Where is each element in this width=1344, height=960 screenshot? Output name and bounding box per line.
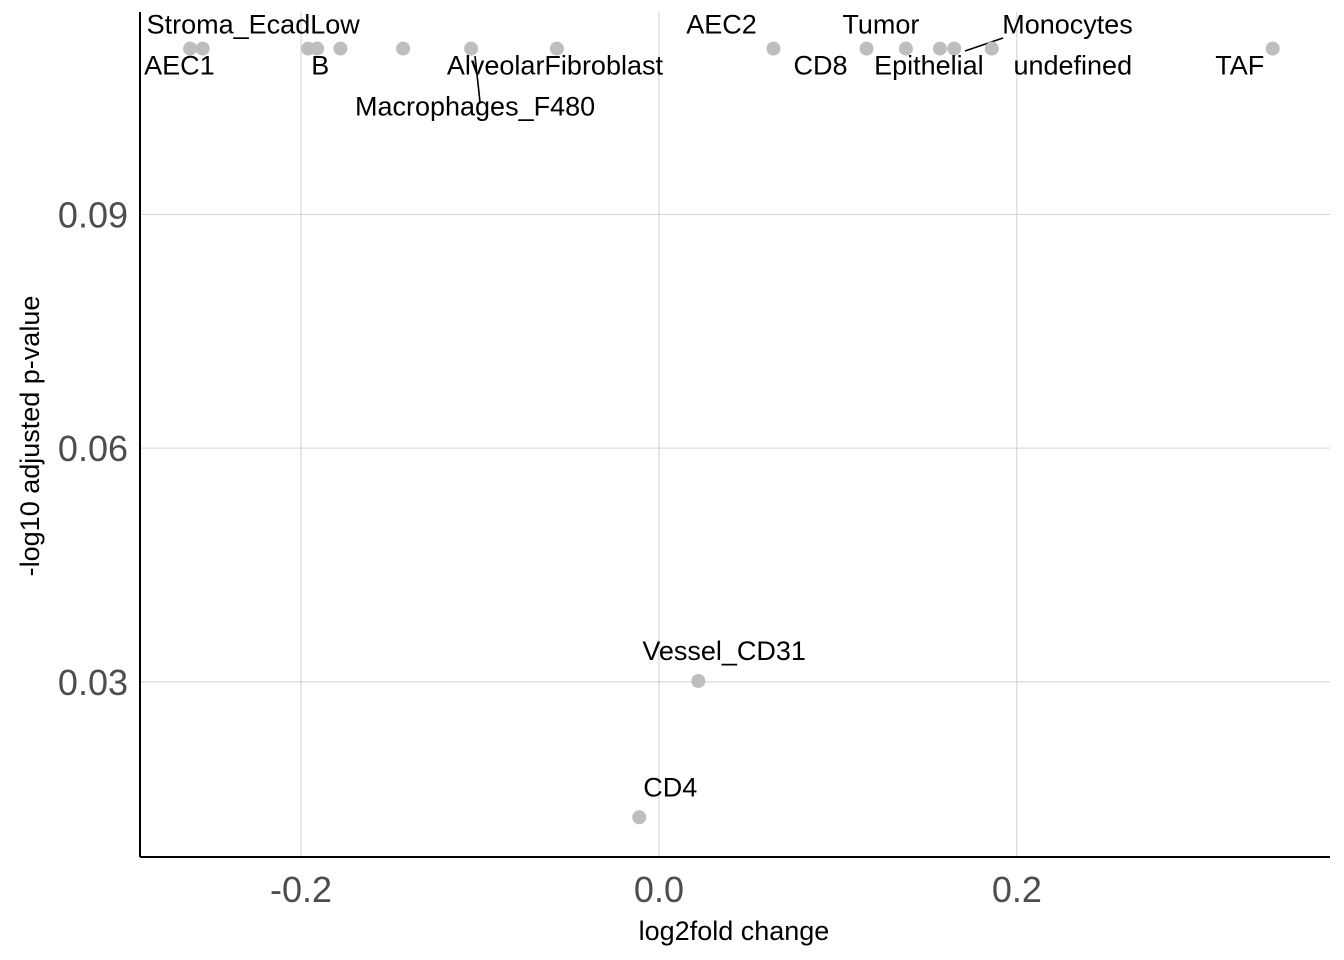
point-label: Tumor [842,10,919,40]
point-label: Vessel_CD31 [642,636,806,666]
label-leader-line [964,37,1004,52]
y-gridlines [140,213,1330,683]
data-point [632,810,647,825]
data-point [898,41,913,56]
point-label: AEC2 [686,10,757,40]
x-tick-labels: -0.2 0.0 0.2 [270,869,1042,910]
data-point [859,41,874,56]
y-tick-label: 0.09 [58,194,128,235]
point-label: CD8 [794,51,848,81]
data-point [1265,41,1280,56]
point-label: CD4 [643,772,697,802]
x-tick-label: 0.2 [992,869,1042,910]
point-label: Stroma_EcadLow [147,10,361,40]
point-label: TAF [1215,51,1264,81]
data-point [464,41,479,56]
point-label: AlveolarFibroblast [447,51,664,81]
data-point [691,673,706,688]
point-label: B [311,51,329,81]
data-point [947,41,962,56]
y-axis-title: -log10 adjusted p-value [15,296,45,577]
x-tick-label: 0.0 [634,869,684,910]
label-leader-line [474,55,481,103]
data-point [766,41,781,56]
data-point [183,41,198,56]
data-point [195,41,210,56]
data-point [984,41,999,56]
point-label: AEC1 [144,51,215,81]
data-point [396,41,411,56]
y-tick-label: 0.03 [58,662,128,703]
x-gridlines [300,12,1018,857]
data-point [932,41,947,56]
data-points [183,41,1280,825]
point-label: Monocytes [1002,10,1133,40]
data-point [549,41,564,56]
y-tick-label: 0.06 [58,428,128,469]
point-label: Epithelial [874,51,984,81]
x-tick-label: -0.2 [270,869,332,910]
point-label: undefined [1013,51,1132,81]
data-point [310,41,325,56]
data-point [333,41,348,56]
y-tick-labels: 0.03 0.06 0.09 [58,194,128,702]
point-labels: AEC1 Stroma_EcadLow B Macrophages_F480 Alveo… [144,10,1264,803]
x-axis-title: log2fold change [639,916,830,946]
point-label: Macrophages_F480 [355,92,595,122]
label-leader-lines [474,37,1004,103]
